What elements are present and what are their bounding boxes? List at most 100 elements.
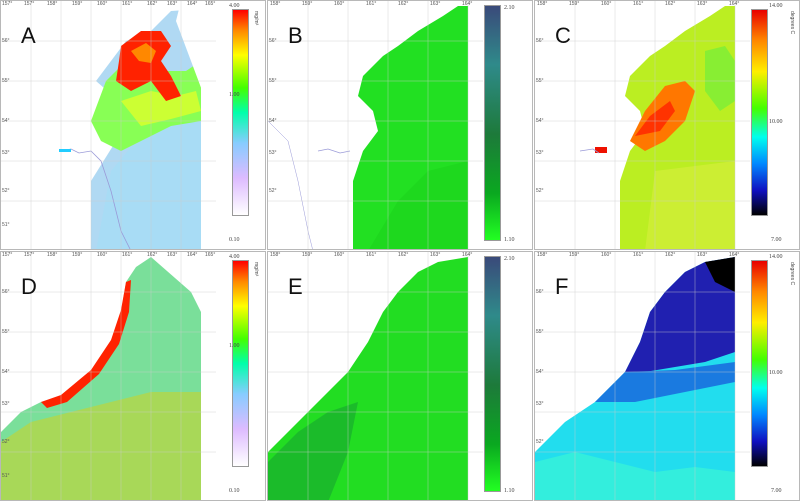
lon-tick: 159° <box>72 252 83 258</box>
panel-letter: A <box>21 23 36 48</box>
panel-letter: E <box>288 274 303 299</box>
lat-ticks-a: 56° 55° 54° 53° 52° 51° <box>2 0 18 250</box>
lon-tick: 159° <box>72 1 83 7</box>
lon-ticks-f: 158° 159° 160° 161° 162° 163° 164° <box>537 252 752 260</box>
lon-tick: 162° <box>147 252 158 258</box>
lon-tick: 163° <box>167 252 178 258</box>
lon-tick: 163° <box>697 1 708 7</box>
lat-tick: 55° <box>2 78 10 84</box>
lat-tick: 54° <box>536 118 544 124</box>
lon-tick: 161° <box>122 1 133 7</box>
lon-tick: 160° <box>601 1 612 7</box>
lon-tick: 159° <box>569 1 580 7</box>
lat-tick: 55° <box>269 78 277 84</box>
colorbar-min: 0.10 <box>229 488 240 494</box>
panel-b: B 2.10 1.10 <box>267 0 533 250</box>
colorbar-min: 7.00 <box>771 488 782 494</box>
panel-letter: B <box>288 23 303 48</box>
lon-tick: 164° <box>462 1 473 7</box>
lon-tick: 158° <box>270 1 281 7</box>
lat-tick: 52° <box>2 439 10 445</box>
lon-tick: 164° <box>462 252 473 258</box>
lon-tick: 157° <box>24 1 35 7</box>
lon-tick: 162° <box>398 1 409 7</box>
lon-tick: 159° <box>569 252 580 258</box>
lon-ticks-e: 158° 159° 160° 161° 162° 163° 164° <box>270 252 485 260</box>
lon-tick: 157° <box>24 252 35 258</box>
lat-tick: 54° <box>2 369 10 375</box>
colorbar-unit: degrees C <box>789 11 795 35</box>
lon-tick: 160° <box>97 1 108 7</box>
colorbar-min: 0.10 <box>229 237 240 243</box>
lon-tick: 160° <box>601 252 612 258</box>
lat-ticks-b: 56° 55° 54° 53° 52° <box>269 0 285 250</box>
lon-tick: 161° <box>366 1 377 7</box>
lon-ticks-c: 158° 159° 160° 161° 162° 163° 164° <box>537 1 752 9</box>
lon-tick: 161° <box>122 252 133 258</box>
lat-tick: 51° <box>2 222 10 228</box>
colorbar-min: 1.10 <box>504 237 515 243</box>
colorbar-chl <box>232 9 249 216</box>
lon-tick: 160° <box>334 252 345 258</box>
lon-tick: 164° <box>187 252 198 258</box>
map-e <box>268 252 483 500</box>
lon-tick: 164° <box>187 1 198 7</box>
lat-tick: 53° <box>269 150 277 156</box>
lon-tick: 164° <box>729 1 740 7</box>
lat-tick: 53° <box>536 401 544 407</box>
lat-tick: 52° <box>269 188 277 194</box>
lon-tick: 163° <box>430 1 441 7</box>
lon-tick: 157° <box>2 1 13 7</box>
lat-tick: 56° <box>2 289 10 295</box>
lat-ticks-f: 56° 55° 54° 53° 52° <box>536 251 552 501</box>
panel-c: C 14.00 10.00 7.00 degrees C <box>534 0 800 250</box>
colorbar-chl <box>232 260 249 467</box>
lon-tick: 160° <box>97 252 108 258</box>
lat-tick: 56° <box>536 289 544 295</box>
lat-tick: 53° <box>2 401 10 407</box>
panel-letter: C <box>555 23 571 48</box>
map-d <box>1 252 216 500</box>
lon-tick: 162° <box>665 252 676 258</box>
colorbar-min: 7.00 <box>771 237 782 243</box>
colorbar-max: 14.00 <box>769 254 783 260</box>
lon-tick: 165° <box>205 1 216 7</box>
lat-tick: 53° <box>2 150 10 156</box>
lon-ticks-a: 157° 157° 158° 159° 160° 161° 162° 163° … <box>2 1 217 9</box>
lat-tick: 54° <box>269 118 277 124</box>
lat-tick: 55° <box>2 329 10 335</box>
colorbar-max: 4.00 <box>229 254 240 260</box>
colorbar-max: 2.10 <box>504 256 515 262</box>
colorbar-ratio <box>484 256 501 492</box>
lon-tick: 162° <box>398 252 409 258</box>
lon-tick: 159° <box>302 252 313 258</box>
colorbar-mid: 10.00 <box>769 119 783 125</box>
lat-tick: 55° <box>536 329 544 335</box>
lon-tick: 159° <box>302 1 313 7</box>
lon-ticks-b: 158° 159° 160° 161° 162° 163° 164° <box>270 1 485 9</box>
lon-tick: 165° <box>205 252 216 258</box>
panel-d: D 4.00 1.00 0.10 mg/m³ <box>0 251 266 501</box>
map-b <box>268 1 483 249</box>
lat-ticks-d: 56° 55° 54° 53° 52° 51° <box>2 251 18 501</box>
colorbar-min: 1.10 <box>504 488 515 494</box>
panel-letter: F <box>555 274 569 299</box>
colorbar-max: 2.10 <box>504 5 515 11</box>
lat-tick: 52° <box>2 188 10 194</box>
lon-tick: 161° <box>633 252 644 258</box>
lon-tick: 163° <box>430 252 441 258</box>
lat-tick: 56° <box>536 38 544 44</box>
lon-tick: 161° <box>633 1 644 7</box>
lon-ticks-d: 157° 157° 158° 159° 160° 161° 162° 163° … <box>2 252 217 260</box>
lat-tick: 56° <box>2 38 10 44</box>
map-f <box>535 252 750 500</box>
colorbar-mid: 10.00 <box>769 370 783 376</box>
lon-tick: 160° <box>334 1 345 7</box>
lon-tick: 163° <box>697 252 708 258</box>
lon-tick: 158° <box>47 1 58 7</box>
lon-tick: 158° <box>47 252 58 258</box>
lat-tick: 53° <box>536 150 544 156</box>
lat-tick: 51° <box>2 473 10 479</box>
colorbar-sst <box>751 9 768 216</box>
lon-tick: 164° <box>729 252 740 258</box>
